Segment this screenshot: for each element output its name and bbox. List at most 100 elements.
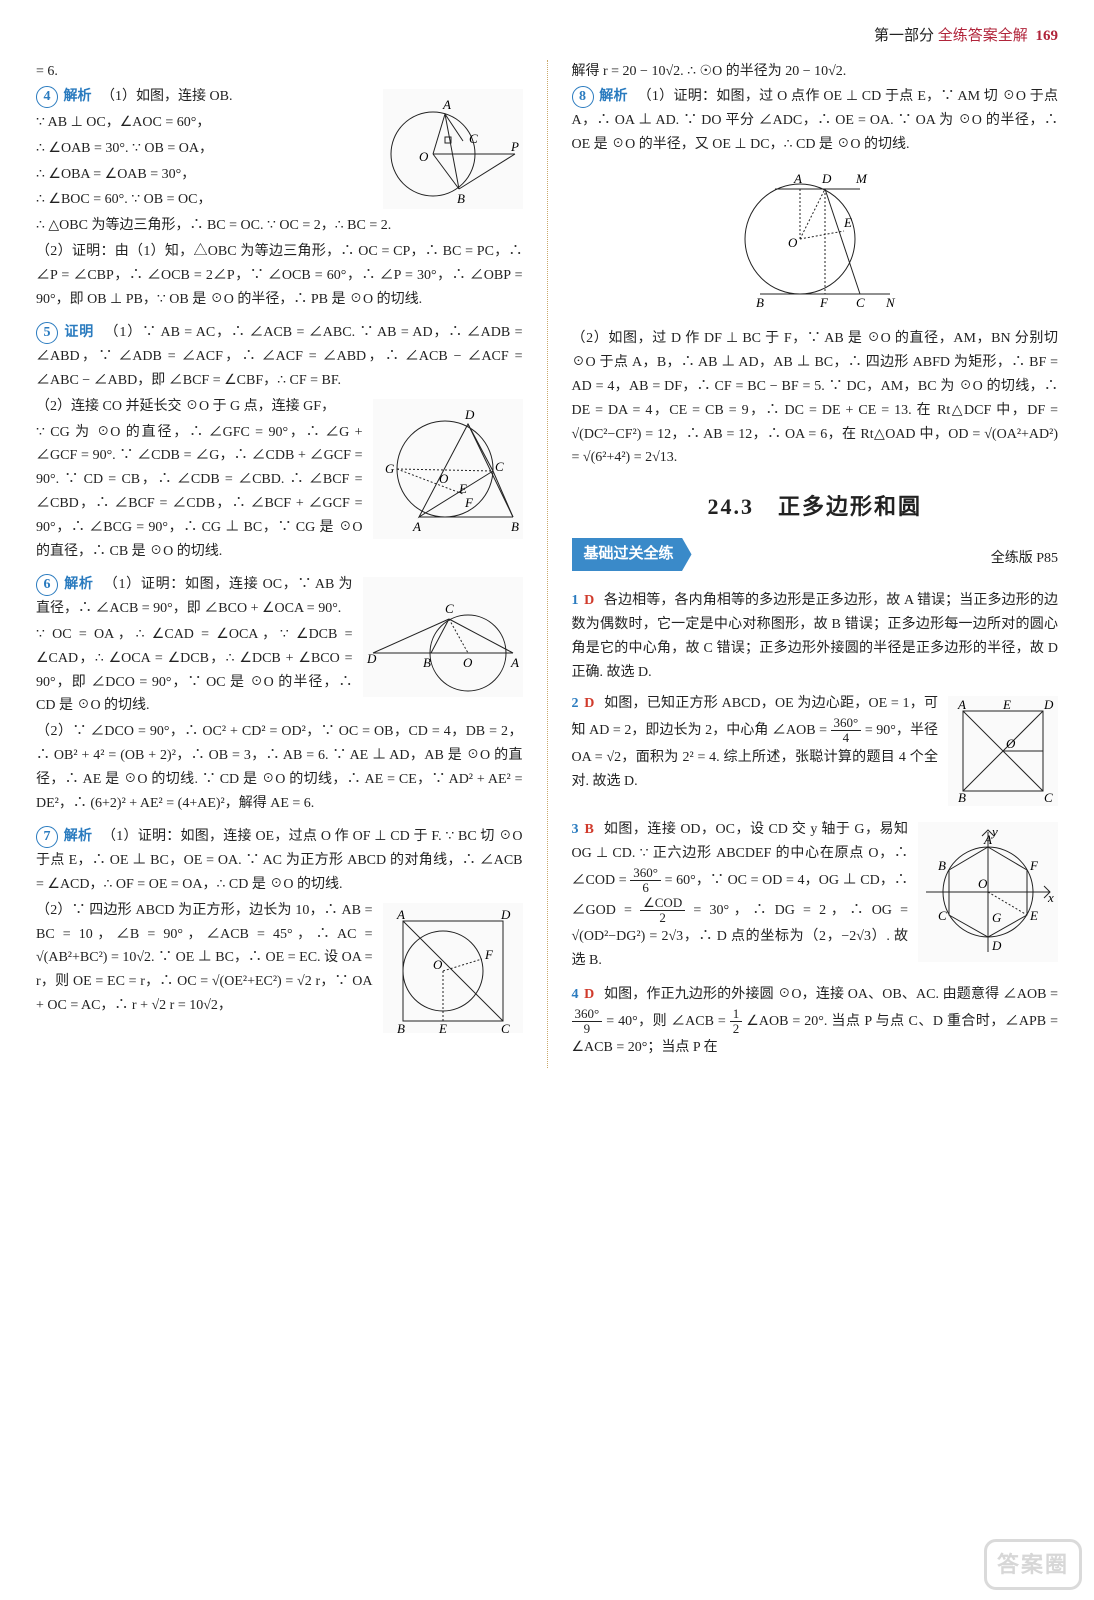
marker-5: 5	[36, 322, 58, 344]
problem-7: 7 解析 （1）证明：如图，连接 OE，过点 O 作 OF ⊥ CD 于 F. …	[36, 825, 523, 1036]
q2-ans: D	[584, 696, 594, 711]
svg-text:B: B	[756, 295, 764, 310]
svg-text:D: D	[821, 171, 832, 186]
svg-text:F: F	[464, 495, 474, 510]
p7-l1: （1）证明：如图，连接 OE，过点 O 作 OF ⊥ CD 于 F. ∵ BC …	[36, 829, 523, 892]
marker-4: 4	[36, 86, 58, 108]
svg-text:B: B	[511, 519, 519, 534]
marker-8: 8	[572, 86, 594, 108]
marker-7: 7	[36, 826, 58, 848]
svg-text:B: B	[397, 1021, 405, 1033]
svg-text:O: O	[419, 149, 429, 164]
header-title: 全练答案全解	[938, 28, 1028, 44]
page-ref: 全练版 P85	[991, 547, 1058, 571]
svg-text:O: O	[978, 876, 988, 891]
svg-text:D: D	[464, 407, 475, 422]
q4-t2: = 40°，则 ∠ACB =	[606, 1014, 730, 1029]
svg-text:G: G	[992, 910, 1002, 925]
svg-text:x: x	[1047, 890, 1054, 905]
svg-text:C: C	[445, 601, 454, 616]
svg-text:N: N	[885, 295, 896, 310]
label-analysis: 解析	[64, 89, 92, 104]
svg-text:E: E	[1002, 697, 1011, 712]
svg-text:E: E	[458, 481, 467, 496]
svg-text:B: B	[938, 858, 946, 873]
svg-text:F: F	[484, 947, 494, 962]
page-number: 169	[1036, 28, 1059, 44]
figure-7: A D B C E F O	[383, 903, 523, 1033]
svg-text:C: C	[856, 295, 865, 310]
svg-text:C: C	[501, 1021, 510, 1033]
svg-text:B: B	[457, 191, 465, 206]
svg-text:O: O	[433, 957, 443, 972]
p4-l1: （1）如图，连接 OB.	[101, 89, 232, 104]
pre-line: = 6.	[36, 60, 523, 84]
left-column: = 6. A O C P B 4	[36, 60, 523, 1068]
p6-l3: （2）∵ ∠DCO = 90°，∴ OC² + CD² = OD²，∵ OC =…	[36, 720, 523, 815]
svg-text:O: O	[439, 471, 449, 486]
q4-ans: D	[584, 987, 594, 1002]
part-label: 第一部分	[874, 28, 934, 44]
svg-text:E: E	[1029, 908, 1038, 923]
svg-text:E: E	[438, 1021, 447, 1033]
q2-frac: 360°4	[831, 716, 862, 746]
figure-5: D C G O E F A B	[373, 399, 523, 539]
label-analysis-8: 解析	[599, 89, 628, 104]
column-divider	[547, 60, 548, 1068]
svg-text:A: A	[983, 832, 992, 847]
svg-text:A: A	[793, 171, 802, 186]
q3-frac2: ∠COD2	[640, 896, 685, 926]
svg-text:C: C	[938, 908, 947, 923]
question-2: A E D B C O 2 D 如图，已知正方形 ABCD，OE 为边心距，OE…	[572, 692, 1059, 810]
question-3: y x A F E D C B O G 3 B 如图，连接 OD，OC，设 CD…	[572, 818, 1059, 974]
q3-num: 3	[572, 822, 579, 837]
right-column: 解得 r = 20 − 10√2. ∴ ☉O 的半径为 20 − 10√2. 8…	[572, 60, 1059, 1068]
q4-num: 4	[572, 987, 579, 1002]
p5-l1: （1）∵ AB = AC，∴ ∠ACB = ∠ABC. ∵ AB = AD，∴ …	[36, 325, 523, 388]
ribbon-basic: 基础过关全练	[572, 538, 692, 572]
svg-text:A: A	[510, 655, 519, 670]
watermark: 答案圈	[984, 1539, 1082, 1590]
q3-ans: B	[585, 822, 594, 837]
svg-text:D: D	[991, 938, 1002, 953]
label-proof: 证明	[64, 325, 94, 340]
svg-text:M: M	[855, 171, 868, 186]
svg-text:B: B	[423, 655, 431, 670]
page-header: 第一部分 全练答案全解 169	[36, 24, 1058, 50]
svg-text:A: A	[957, 697, 966, 712]
svg-text:A: A	[412, 519, 421, 534]
svg-text:G: G	[385, 461, 395, 476]
svg-text:D: D	[366, 651, 377, 666]
problem-4: A O C P B 4 解析 （1）如图，连接 OB. ∵ AB ⊥ OC，∠A…	[36, 85, 523, 313]
svg-text:D: D	[500, 907, 511, 922]
problem-8: 8 解析 （1）证明：如图，过 O 点作 OE ⊥ CD 于点 E，∵ AM 切…	[572, 85, 1059, 470]
svg-text:B: B	[958, 790, 966, 805]
svg-text:C: C	[495, 459, 504, 474]
figure-q2: A E D B C O	[948, 696, 1058, 806]
q4-frac2: 12	[730, 1007, 743, 1037]
svg-text:O: O	[1006, 736, 1016, 751]
right-top: 解得 r = 20 − 10√2. ∴ ☉O 的半径为 20 − 10√2.	[572, 60, 1059, 84]
svg-text:A: A	[442, 97, 451, 112]
svg-text:E: E	[843, 215, 852, 230]
svg-text:A: A	[396, 907, 405, 922]
p8-l1: （1）证明：如图，过 O 点作 OE ⊥ CD 于点 E，∵ AM 切 ☉O 于…	[572, 89, 1059, 152]
q3-frac1: 360°6	[630, 866, 661, 896]
question-1: 1 D 各边相等，各内角相等的多边形是正多边形，故 A 错误；当正多边形的边数为…	[572, 589, 1059, 684]
svg-text:P: P	[510, 139, 519, 154]
q2-num: 2	[572, 696, 579, 711]
q4-frac1: 360°9	[572, 1007, 603, 1037]
svg-text:C: C	[1044, 790, 1053, 805]
q4-t1: 如图，作正九边形的外接圆 ☉O，连接 OA、OB、AC. 由题意得 ∠AOB =	[604, 987, 1058, 1002]
svg-text:F: F	[819, 295, 829, 310]
label-analysis-6: 解析	[64, 577, 93, 592]
problem-6: C D B O A 6 解析 （1）证明：如图，连接 OC，∵ AB 为直径，∴…	[36, 573, 523, 817]
svg-text:C: C	[469, 131, 478, 146]
q1-ans: D	[584, 593, 594, 608]
section-24-3-heading: 24.3 正多边形和圆	[572, 488, 1059, 525]
watermark-text: 答案圈	[984, 1539, 1082, 1590]
svg-text:F: F	[1029, 858, 1039, 873]
q1-text: 各边相等，各内角相等的多边形是正多边形，故 A 错误；当正多边形的边数为偶数时，…	[572, 593, 1059, 679]
figure-8: A D M O E B F C N	[730, 159, 900, 319]
svg-text:O: O	[463, 655, 473, 670]
